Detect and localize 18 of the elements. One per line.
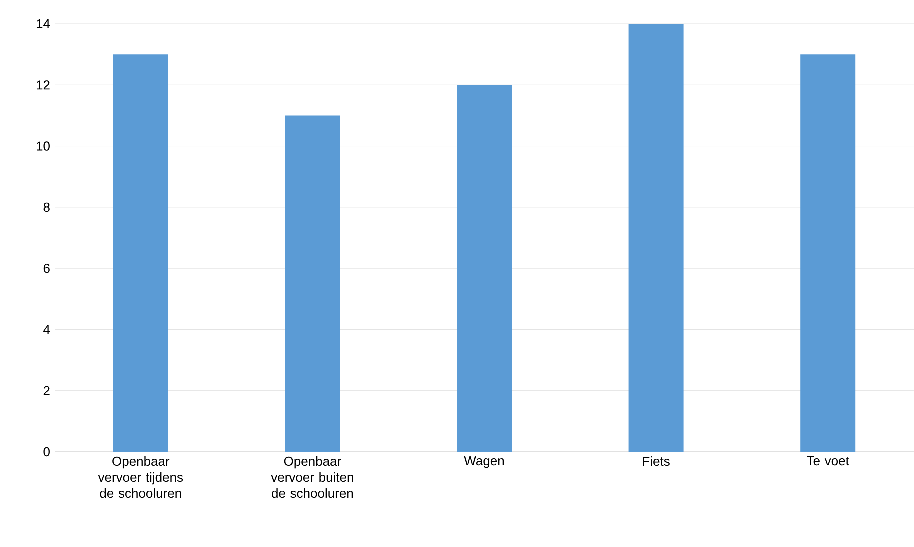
y-tick-label: 8 [44, 202, 50, 212]
y-tick-label: 6 [44, 264, 50, 274]
x-tick-label: Wagen [464, 456, 504, 468]
bar [628, 24, 684, 452]
y-tick-label: 2 [44, 386, 50, 396]
bar [113, 54, 168, 452]
x-tick-label: Openbaar vervoer buiten de schooluren [271, 456, 354, 498]
x-tick-label: Fiets [643, 456, 670, 466]
y-tick-label: 12 [36, 80, 50, 90]
y-tick-label: 4 [44, 325, 50, 334]
x-tick-label: Te voet [807, 456, 850, 466]
y-tick-label: 10 [36, 142, 50, 151]
bar [285, 116, 340, 452]
bar [800, 54, 856, 452]
y-tick-label: 0 [44, 447, 50, 457]
y-tick-label: 14 [36, 20, 50, 28]
bar [457, 85, 512, 452]
x-tick-label: Openbaar vervoer tijdens de schooluren [98, 456, 184, 498]
